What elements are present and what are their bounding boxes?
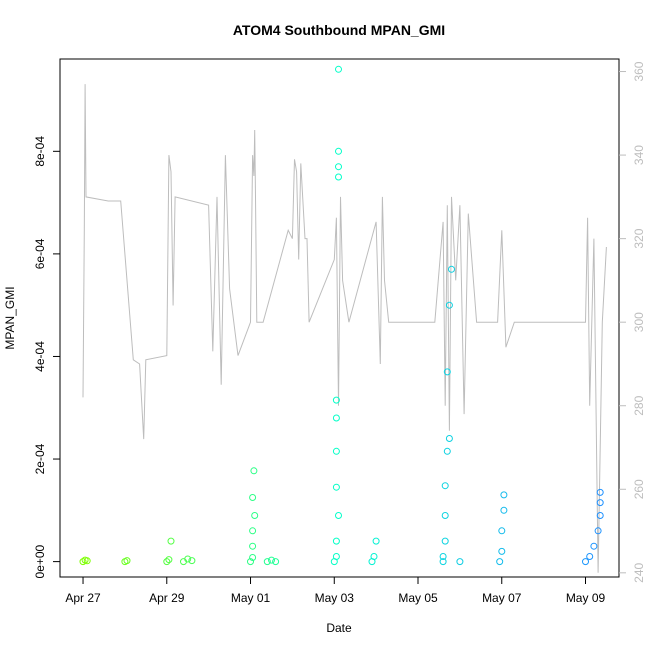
data-point xyxy=(370,553,378,560)
data-point xyxy=(582,558,589,566)
data-point xyxy=(332,553,340,560)
x-tick-label: May 01 xyxy=(231,591,271,605)
data-point xyxy=(335,147,342,155)
x-tick-label: May 05 xyxy=(398,591,438,605)
data-point xyxy=(83,557,91,565)
data-point xyxy=(335,65,342,73)
data-point xyxy=(596,499,604,507)
data-point xyxy=(441,537,449,545)
data-point xyxy=(445,435,453,442)
data-point xyxy=(167,537,175,545)
right-tick-label: 240 xyxy=(632,562,646,582)
y-axis: 0e+00 2e-04 4e-04 6e-04 8e-04 xyxy=(33,136,60,578)
x-tick-label: Apr 27 xyxy=(65,591,101,605)
right-tick-label: 320 xyxy=(632,228,646,248)
data-point xyxy=(439,553,447,560)
data-point xyxy=(123,557,131,565)
data-point xyxy=(163,558,171,566)
data-point xyxy=(249,542,257,550)
data-point xyxy=(263,558,271,566)
data-point xyxy=(250,467,258,475)
data-point xyxy=(268,556,275,564)
data-point xyxy=(332,447,340,455)
y-tick-label: 2e-04 xyxy=(33,443,47,474)
data-point xyxy=(188,557,196,565)
data-point xyxy=(500,491,508,499)
data-point xyxy=(335,173,342,181)
x-tick-label: May 07 xyxy=(482,591,522,605)
y-tick-label: 6e-04 xyxy=(33,238,47,269)
y-tick-label: 4e-04 xyxy=(33,341,47,372)
data-point xyxy=(184,555,192,563)
data-point xyxy=(448,265,455,273)
data-point xyxy=(443,368,451,376)
data-point xyxy=(445,301,453,309)
data-point xyxy=(439,558,447,566)
line-path xyxy=(82,84,607,573)
data-point xyxy=(594,527,602,535)
y-axis-label: MPAN_GMI xyxy=(3,286,17,349)
right-tick-label: 360 xyxy=(632,61,646,81)
data-point xyxy=(590,542,598,550)
data-point xyxy=(249,527,257,535)
x-tick-label: Apr 29 xyxy=(149,591,185,605)
chart-title: ATOM4 Southbound MPAN_GMI xyxy=(233,22,445,38)
data-point xyxy=(251,512,259,519)
data-point xyxy=(272,558,280,566)
data-point xyxy=(332,396,340,404)
data-point xyxy=(249,494,257,501)
data-point xyxy=(249,554,257,561)
x-axis-label: Date xyxy=(326,621,352,635)
data-point xyxy=(247,558,254,566)
right-tick-label: 280 xyxy=(632,395,646,415)
y-tick-label: 8e-04 xyxy=(33,136,47,167)
data-point xyxy=(372,537,380,545)
data-point xyxy=(79,558,87,566)
data-point xyxy=(335,512,342,519)
x-axis: Apr 27 Apr 29 May 01 May 03 May 05 May 07 May … xyxy=(65,576,606,605)
data-point xyxy=(332,414,340,422)
data-point xyxy=(586,553,594,560)
x-tick-label: May 09 xyxy=(566,591,606,605)
right-tick-label: 260 xyxy=(632,479,646,499)
data-point xyxy=(332,483,340,491)
scatter-series xyxy=(79,65,604,566)
data-point xyxy=(596,512,604,519)
right-tick-label: 340 xyxy=(632,145,646,165)
data-point xyxy=(596,488,604,496)
right-tick-label: 300 xyxy=(632,312,646,332)
data-point xyxy=(335,163,342,171)
data-point xyxy=(496,558,504,566)
data-point xyxy=(498,527,506,535)
line-series xyxy=(82,84,607,573)
right-axis: 240 260 280 300 320 340 360 xyxy=(619,61,646,583)
data-point xyxy=(165,556,173,564)
data-point xyxy=(498,547,506,555)
data-point xyxy=(441,482,449,490)
data-point xyxy=(456,558,464,566)
x-tick-label: May 03 xyxy=(315,591,355,605)
data-point xyxy=(443,447,451,455)
data-point xyxy=(500,506,508,514)
y-tick-label: 0e+00 xyxy=(33,544,47,578)
data-point xyxy=(332,537,340,545)
data-point xyxy=(441,512,449,519)
